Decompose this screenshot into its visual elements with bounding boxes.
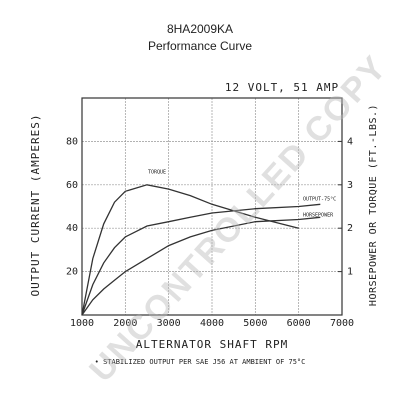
x-tick-label: 6000 — [287, 318, 311, 329]
x-tick-label: 3000 — [157, 318, 181, 329]
y-tick-label: 20 — [66, 267, 78, 278]
plot-frame — [81, 97, 343, 316]
y-tick-label: 60 — [66, 180, 78, 191]
x-axis-label: ALTERNATOR SHAFT RPM — [136, 338, 288, 351]
chart-title: 8HA2009KA — [167, 22, 233, 36]
series-label: OUTPUT-75°C — [303, 197, 336, 203]
series-line — [81, 203, 321, 316]
y-tick-label: 40 — [66, 223, 78, 234]
y-axis-label: OUTPUT CURRENT (AMPERES) — [29, 114, 42, 297]
rating: 12 VOLT, 51 AMP — [225, 81, 339, 94]
x-tick-label: 2000 — [113, 318, 137, 329]
y2-tick-label: 4 — [347, 136, 353, 147]
series-label: HORSEPOWER — [303, 213, 334, 219]
series-line — [81, 216, 321, 316]
chart-subtitle: Performance Curve — [148, 39, 252, 53]
x-tick-label: 1000 — [70, 318, 94, 329]
series-label: TORQUE — [148, 170, 166, 176]
series-line — [81, 184, 299, 316]
y2-tick-label: 1 — [347, 267, 353, 278]
x-tick-label: 5000 — [243, 318, 267, 329]
y2-tick-label: 2 — [347, 223, 353, 234]
y-tick-label: 80 — [66, 136, 78, 147]
footnote: • STABILIZED OUTPUT PER SAE J56 AT AMBIE… — [95, 358, 306, 366]
x-tick-label: 4000 — [200, 318, 224, 329]
y2-axis-label: HORSEPOWER OR TORQUE (FT.-LBS.) — [368, 104, 379, 306]
y2-tick-label: 3 — [347, 180, 353, 191]
x-tick-label: 7000 — [330, 318, 354, 329]
